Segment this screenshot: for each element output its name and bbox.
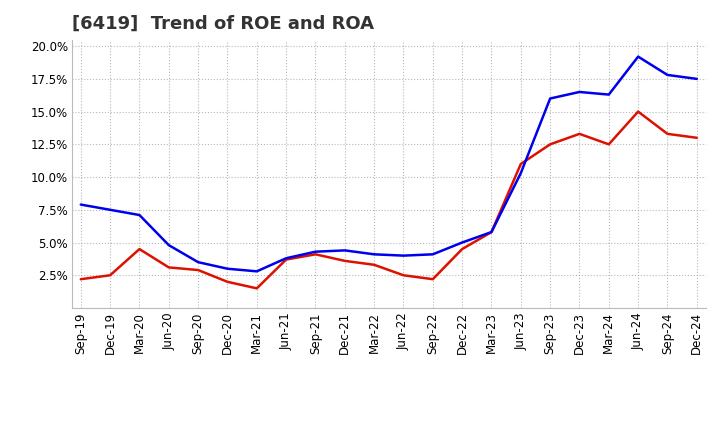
ROE	[282, 257, 290, 262]
ROE	[546, 142, 554, 147]
ROA	[311, 249, 320, 254]
ROA	[164, 242, 173, 248]
ROA	[106, 207, 114, 213]
ROE	[634, 109, 642, 114]
ROE	[311, 252, 320, 257]
ROA	[223, 266, 232, 271]
ROE	[164, 265, 173, 270]
ROE	[487, 229, 496, 235]
ROE	[370, 262, 379, 268]
ROE	[605, 142, 613, 147]
ROA	[458, 240, 467, 245]
ROA	[135, 213, 144, 218]
ROA	[253, 269, 261, 274]
ROE	[516, 161, 525, 167]
ROA	[575, 89, 584, 95]
ROA	[341, 248, 349, 253]
ROA	[76, 202, 85, 207]
ROE	[106, 273, 114, 278]
ROA	[546, 96, 554, 101]
ROA	[634, 54, 642, 59]
ROE	[693, 135, 701, 140]
ROE	[341, 258, 349, 264]
ROA	[370, 252, 379, 257]
ROE	[253, 286, 261, 291]
Line: ROE: ROE	[81, 112, 697, 288]
Line: ROA: ROA	[81, 57, 697, 271]
ROE	[194, 268, 202, 273]
ROA	[516, 171, 525, 176]
ROA	[428, 252, 437, 257]
ROE	[399, 273, 408, 278]
ROA	[693, 76, 701, 81]
ROA	[399, 253, 408, 258]
ROE	[575, 131, 584, 136]
ROE	[223, 279, 232, 284]
ROE	[663, 131, 672, 136]
ROE	[428, 277, 437, 282]
ROA	[282, 256, 290, 261]
ROE	[135, 246, 144, 252]
ROE	[76, 277, 85, 282]
ROA	[663, 72, 672, 77]
Text: [6419]  Trend of ROE and ROA: [6419] Trend of ROE and ROA	[72, 15, 374, 33]
ROA	[487, 229, 496, 235]
ROA	[605, 92, 613, 97]
ROA	[194, 260, 202, 265]
ROE	[458, 246, 467, 252]
